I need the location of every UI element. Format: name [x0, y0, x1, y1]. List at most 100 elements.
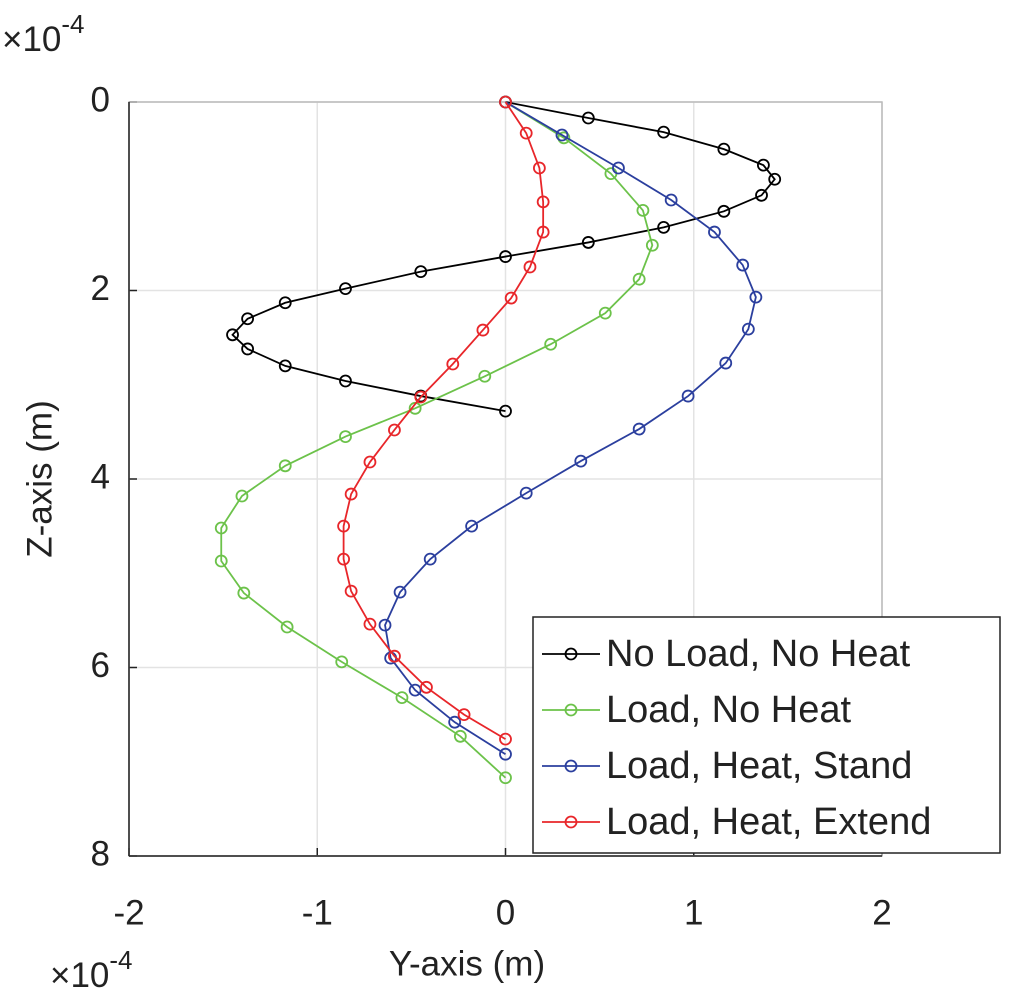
point-marker — [453, 729, 467, 743]
point-marker — [749, 290, 763, 304]
point-marker — [280, 620, 294, 634]
point-marker — [519, 486, 533, 500]
point-marker — [532, 161, 546, 175]
point-marker — [363, 617, 377, 631]
legend-label: Load, Heat, Stand — [606, 745, 912, 787]
legend-label: No Load, No Heat — [606, 633, 911, 675]
x-tick-label: 2 — [872, 893, 891, 932]
point-marker — [574, 454, 588, 468]
point-marker — [499, 747, 512, 761]
y-tick-label: 2 — [91, 269, 110, 308]
point-marker — [344, 487, 358, 501]
point-marker — [465, 519, 479, 533]
point-marker — [657, 125, 671, 139]
point-marker — [717, 204, 731, 218]
point-marker — [717, 142, 731, 156]
point-marker — [278, 359, 292, 373]
point-marker — [598, 306, 612, 320]
point-marker — [504, 291, 518, 305]
series-line — [220, 101, 654, 779]
y-axis-label: Z-axis (m) — [20, 400, 59, 557]
point-marker — [581, 111, 595, 125]
point-marker — [420, 680, 433, 694]
point-marker — [335, 655, 349, 669]
point-marker — [681, 389, 695, 403]
point-marker — [339, 374, 352, 388]
point-marker — [339, 430, 352, 443]
point-marker — [519, 126, 533, 140]
y-tick-label: 6 — [91, 646, 110, 685]
x-multiplier-exponent: -4 — [109, 945, 132, 975]
y-tick-label: 8 — [91, 834, 110, 873]
point-marker — [278, 459, 292, 473]
series-line — [384, 101, 757, 755]
x-tick-label: 1 — [684, 893, 703, 932]
point-marker — [241, 312, 254, 326]
point-marker — [636, 203, 650, 217]
point-marker — [757, 158, 770, 172]
point-marker — [339, 282, 352, 296]
point-marker — [523, 260, 537, 274]
point-marker — [214, 554, 228, 568]
legend-swatch-marker — [564, 647, 578, 661]
point-marker — [446, 357, 460, 371]
point-marker — [536, 195, 550, 209]
legend-label: Load, Heat, Extend — [606, 801, 931, 843]
x-axis-label: Y-axis (m) — [389, 944, 545, 983]
point-marker — [414, 265, 428, 279]
point-marker — [457, 708, 471, 722]
point-marker — [448, 715, 462, 729]
point-marker — [499, 732, 512, 746]
point-marker — [645, 238, 659, 252]
point-marker — [499, 404, 512, 418]
point-marker — [337, 519, 351, 533]
point-marker — [544, 337, 558, 351]
series-line — [342, 101, 545, 740]
point-marker — [632, 422, 646, 436]
y-multiplier-base: ×10 — [2, 20, 61, 59]
point-marker — [226, 328, 239, 342]
series-line — [231, 101, 776, 413]
point-marker — [536, 225, 550, 239]
legend-label: Load, No Heat — [606, 689, 851, 731]
legend-box — [532, 616, 1001, 854]
y-tick-label: 0 — [91, 80, 110, 119]
point-marker — [581, 236, 595, 249]
point-marker — [478, 369, 492, 383]
legend: No Load, No Heat Load, No Heat Load, Heat,… — [532, 616, 1001, 854]
point-marker — [337, 552, 351, 566]
legend-swatch-marker — [564, 703, 578, 717]
point-marker — [755, 188, 768, 202]
x-multiplier-base: ×10 — [50, 956, 109, 995]
point-marker — [408, 683, 422, 697]
point-marker — [736, 258, 750, 272]
point-marker — [388, 649, 401, 663]
x-tick-label: 0 — [496, 893, 515, 932]
x-tick-label: -2 — [113, 893, 144, 932]
point-marker — [708, 225, 721, 239]
point-marker — [657, 220, 671, 234]
point-marker — [388, 423, 401, 437]
point-marker — [499, 95, 512, 109]
legend-swatch-marker — [564, 759, 578, 773]
point-marker — [237, 586, 251, 600]
legend-swatch-marker — [564, 815, 578, 829]
point-marker — [363, 455, 377, 469]
point-marker — [378, 618, 392, 632]
point-marker — [423, 552, 437, 566]
x-tick-label: -1 — [302, 893, 333, 932]
point-marker — [499, 771, 512, 785]
y-multiplier-exponent: -4 — [61, 9, 84, 39]
point-marker — [555, 128, 569, 142]
point-marker — [476, 323, 490, 337]
point-marker — [395, 691, 409, 705]
point-marker — [344, 584, 358, 598]
y-tick-label: 4 — [91, 457, 110, 496]
point-marker — [632, 272, 646, 286]
point-marker — [741, 322, 755, 336]
point-marker — [414, 390, 428, 404]
point-marker — [499, 250, 512, 263]
x-multiplier: ×10-4 — [50, 945, 133, 995]
